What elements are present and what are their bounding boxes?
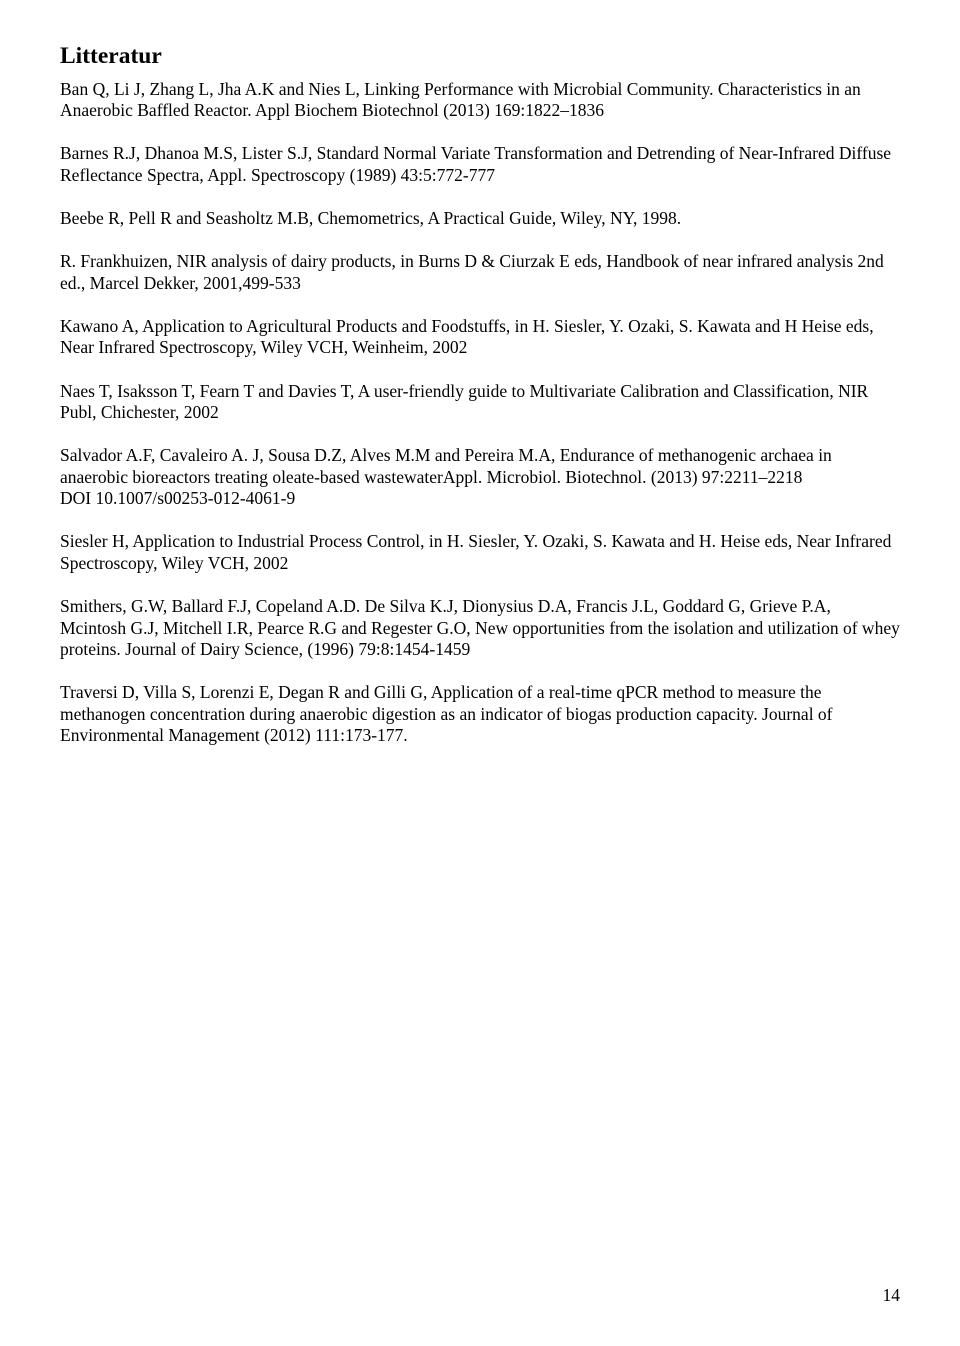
reference-entry: Salvador A.F, Cavaleiro A. J, Sousa D.Z,… xyxy=(60,445,900,509)
reference-entry: Ban Q, Li J, Zhang L, Jha A.K and Nies L… xyxy=(60,79,900,122)
reference-entry: Smithers, G.W, Ballard F.J, Copeland A.D… xyxy=(60,596,900,660)
reference-entry: Kawano A, Application to Agricultural Pr… xyxy=(60,316,900,359)
reference-entry: Beebe R, Pell R and Seasholtz M.B, Chemo… xyxy=(60,208,900,229)
page-title: Litteratur xyxy=(60,42,900,71)
reference-entry: Barnes R.J, Dhanoa M.S, Lister S.J, Stan… xyxy=(60,143,900,186)
reference-entry: R. Frankhuizen, NIR analysis of dairy pr… xyxy=(60,251,900,294)
reference-entry: Naes T, Isaksson T, Fearn T and Davies T… xyxy=(60,381,900,424)
reference-entry: Siesler H, Application to Industrial Pro… xyxy=(60,531,900,574)
page-number: 14 xyxy=(883,1285,901,1306)
reference-entry: Traversi D, Villa S, Lorenzi E, Degan R … xyxy=(60,682,900,746)
